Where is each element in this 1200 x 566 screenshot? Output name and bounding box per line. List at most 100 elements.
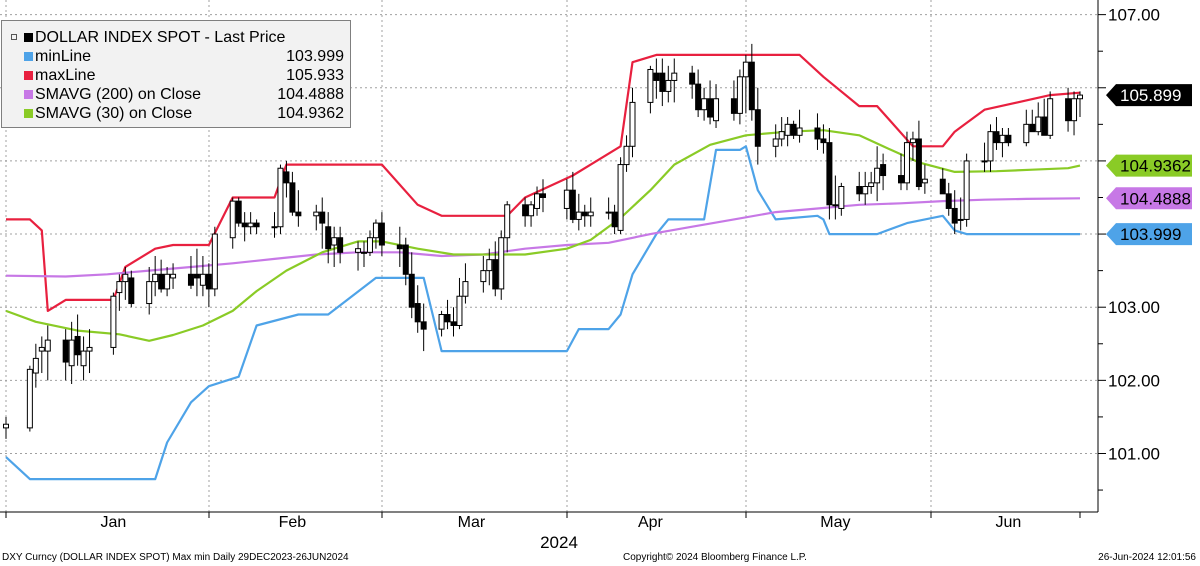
candle-body: [921, 178, 928, 184]
candle-body: [480, 270, 487, 283]
y-tick-label: 102.00: [1108, 371, 1160, 390]
candle: [689, 65, 696, 99]
candle-body: [1005, 134, 1012, 144]
candle-body: [856, 186, 863, 195]
candle-body: [187, 273, 194, 286]
candle: [736, 69, 743, 125]
value-tag-shape: [1106, 223, 1192, 246]
legend-value: 104.4888: [277, 86, 344, 103]
candle-body: [289, 182, 296, 213]
candle: [534, 186, 541, 216]
candle: [981, 142, 988, 172]
candle: [707, 80, 714, 125]
candle: [898, 153, 904, 191]
candle-body: [32, 357, 39, 374]
x-tick-label: Jun: [996, 514, 1022, 531]
candle: [915, 120, 922, 191]
candle-body: [1077, 94, 1083, 100]
candle: [563, 179, 570, 220]
candle: [486, 248, 493, 286]
candle-body: [707, 98, 714, 118]
candle: [778, 117, 785, 147]
candle-body: [366, 237, 373, 253]
value-tag: 104.9362: [1106, 154, 1192, 177]
candle-body: [1047, 98, 1054, 136]
candle: [999, 128, 1006, 158]
candle: [987, 124, 994, 172]
candle: [146, 266, 153, 315]
candle: [569, 171, 576, 224]
legend-label: maxLine: [35, 67, 96, 84]
candle-body: [713, 98, 720, 122]
candle-body: [689, 72, 696, 85]
candle: [653, 58, 660, 99]
value-tag-text: 103.999: [1120, 225, 1181, 244]
candle: [963, 153, 970, 227]
legend-value: 104.9362: [277, 105, 344, 122]
candle-body: [504, 204, 511, 239]
candle-body: [26, 368, 33, 429]
candle: [295, 190, 302, 227]
candle-body: [796, 127, 803, 136]
candle-body: [80, 350, 87, 367]
candle: [247, 212, 254, 235]
candle-body: [170, 273, 177, 279]
candle-body: [110, 295, 117, 348]
candle: [456, 277, 463, 330]
candle-body: [665, 79, 672, 92]
candle: [1035, 102, 1042, 136]
candle-body: [408, 273, 415, 308]
candle: [1071, 91, 1078, 136]
candle-body: [778, 131, 785, 140]
candle-body: [629, 101, 636, 147]
candle-body: [987, 131, 994, 162]
candle: [170, 263, 177, 289]
candle-body: [522, 204, 529, 217]
candle: [951, 190, 958, 235]
candles: [3, 43, 1083, 439]
candle: [3, 416, 9, 439]
candle-body: [68, 339, 75, 367]
candle-body: [945, 193, 952, 209]
candle-body: [772, 138, 779, 147]
candle: [325, 212, 332, 264]
candle: [617, 157, 624, 235]
candle-body: [581, 211, 588, 217]
candle-body: [319, 211, 326, 224]
series-line-minline: [5, 145, 1080, 481]
candle-body: [86, 346, 93, 352]
legend-swatch: [24, 52, 33, 61]
candle-body: [158, 273, 165, 290]
candle-body: [337, 237, 344, 253]
candle-body: [3, 423, 9, 429]
y-axis-tick-labels: 101.00 102.00 103.00 107.00: [1108, 6, 1160, 464]
candle-body: [355, 248, 362, 253]
candle-body: [569, 189, 576, 220]
candle-body: [277, 167, 284, 228]
candle-body: [414, 303, 421, 323]
candle-body: [742, 61, 749, 78]
candle: [444, 299, 451, 330]
candle-body: [116, 281, 123, 294]
expand-icon[interactable]: [11, 34, 17, 40]
legend-item: SMAVG (30) on Close 104.9362: [2, 104, 350, 123]
candle-body: [247, 222, 254, 228]
candle: [957, 197, 964, 231]
candle-body: [444, 314, 451, 323]
candle: [80, 336, 87, 381]
candle-body: [575, 211, 582, 220]
candle: [86, 329, 93, 374]
candle-body: [1065, 98, 1072, 122]
candle-body: [313, 211, 320, 217]
candle-body: [193, 273, 200, 279]
candle: [235, 197, 242, 227]
candle-body: [1023, 123, 1030, 144]
candle-body: [623, 145, 630, 166]
candle: [880, 153, 887, 191]
legend-item: maxLine 105.933: [2, 66, 350, 85]
candle-body: [730, 98, 737, 114]
candle-body: [211, 233, 218, 290]
candle-body: [957, 218, 964, 221]
x-axis-tick-labels: Jan Feb Mar Apr May Jun: [101, 514, 1022, 531]
candle-body: [271, 226, 278, 229]
